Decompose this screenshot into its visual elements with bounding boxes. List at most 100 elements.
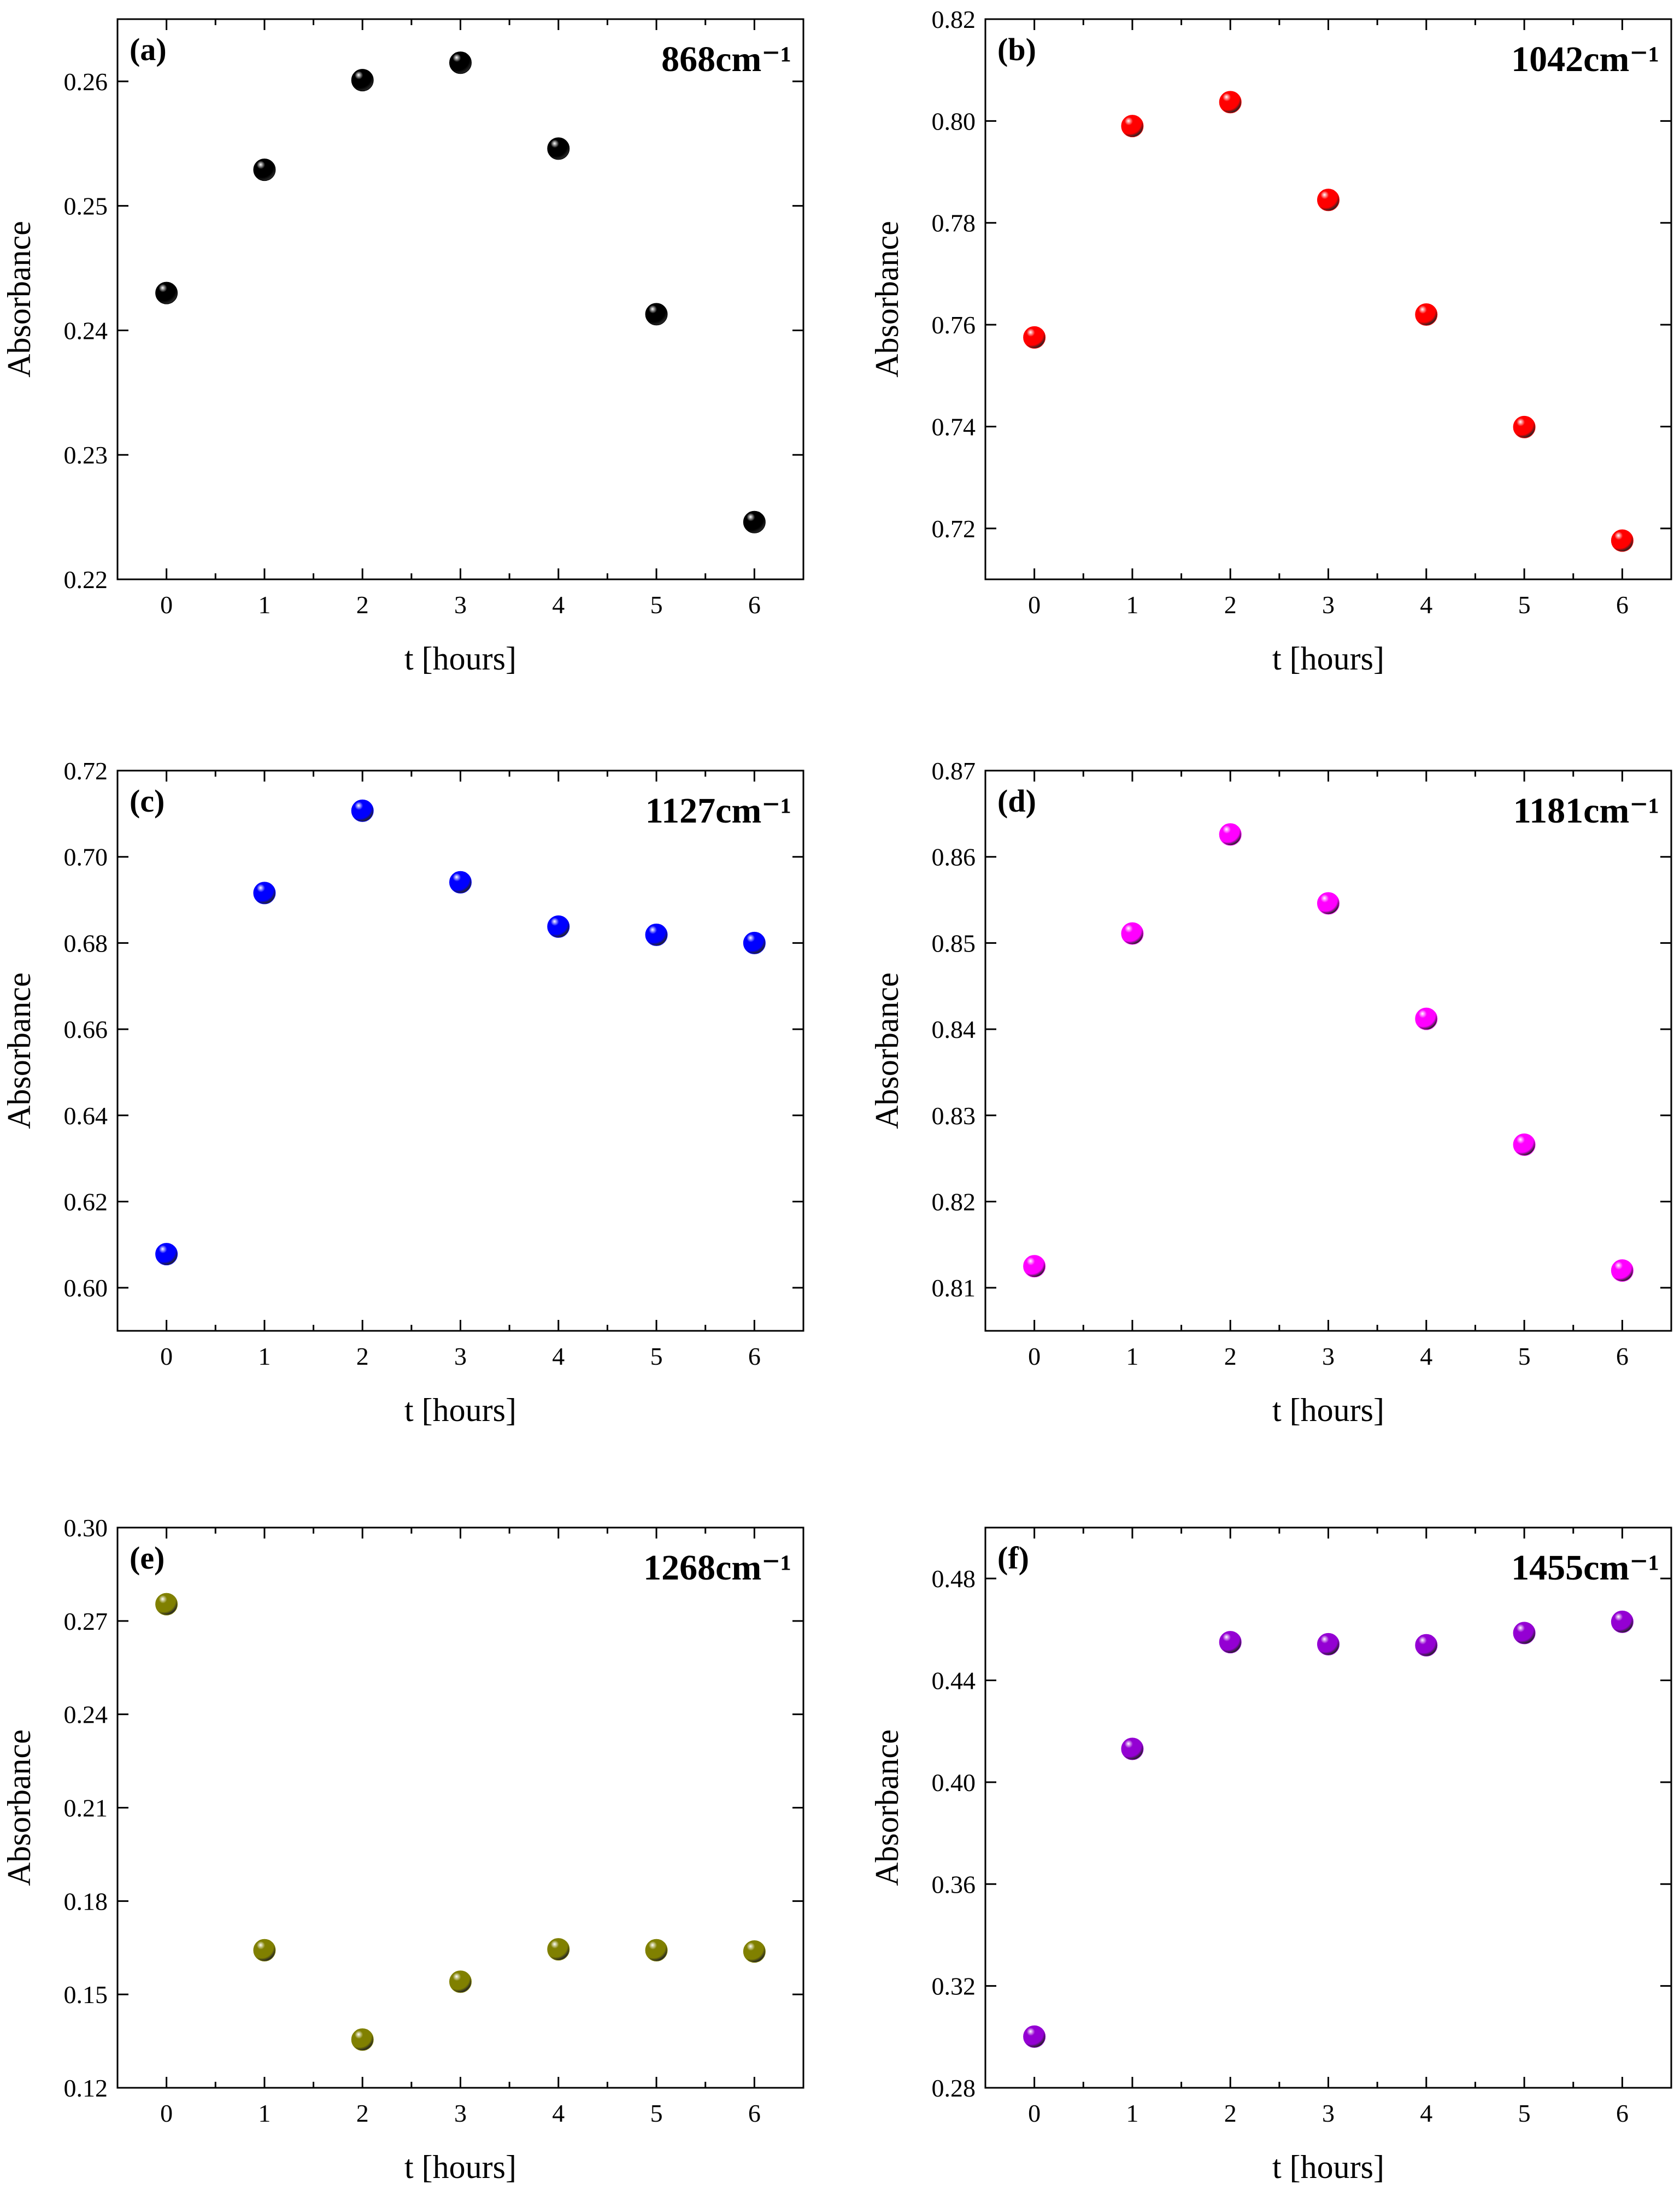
chart-2-data-point — [547, 915, 570, 938]
chart-2-data-point — [645, 923, 668, 946]
chart-2-y-tick-label: 0.64 — [64, 1102, 108, 1130]
chart-2-y-tick-label: 0.62 — [64, 1188, 108, 1216]
chart-4-y-tick-label: 0.24 — [64, 1701, 108, 1729]
chart-0-data-point — [743, 510, 766, 533]
chart-4-x-tick-label: 3 — [454, 2099, 467, 2127]
chart-2-x-tick-label: 3 — [454, 1342, 467, 1370]
chart-4-y-tick-label: 0.21 — [64, 1794, 108, 1822]
chart-1-x-tick-label: 3 — [1322, 591, 1335, 619]
chart-0-y-tick-label: 0.26 — [64, 68, 108, 96]
chart-2-y-tick-label: 0.72 — [64, 757, 108, 785]
chart-0-panel-label: (a) — [130, 32, 167, 67]
chart-0-data-point — [547, 137, 570, 160]
chart-2-data-point — [449, 871, 472, 894]
chart-0-data-point — [253, 158, 276, 181]
chart-1-y-tick-label: 0.74 — [932, 413, 976, 441]
chart-0-data-point — [155, 281, 178, 304]
chart-5-y-tick-label: 0.40 — [932, 1769, 976, 1796]
chart-3-x-tick-label: 5 — [1518, 1342, 1531, 1370]
chart-4: 0 1 2 3 4 5 6 0.12 0.15 0.18 0.21 0.24 0.27 0.30 t [ho… — [1, 1514, 804, 2185]
chart-4-x-tick-label: 2 — [356, 2099, 369, 2127]
chart-4-x-axis-title: t [hours] — [404, 2149, 516, 2185]
chart-5: 0 1 2 3 4 5 6 0.28 0.32 0.36 0.40 0.44 0.48 t [hours]… — [869, 1526, 1672, 2185]
chart-1-x-tick-label: 1 — [1126, 591, 1138, 619]
chart-5-x-tick-label: 6 — [1616, 2099, 1629, 2127]
chart-3-x-tick-label: 0 — [1028, 1342, 1041, 1370]
chart-5-y-axis-title: Absorbance — [869, 1729, 905, 1886]
chart-4-x-tick-label: 6 — [748, 2099, 761, 2127]
chart-1-wavenumber-label: 1042cm⁻¹ — [1511, 39, 1659, 79]
chart-5-plot-frame — [984, 1526, 1672, 2089]
chart-1-data-point — [1317, 189, 1340, 212]
chart-0-x-axis-title: t [hours] — [404, 641, 516, 677]
chart-5-panel-label: (f) — [997, 1540, 1029, 1576]
chart-2-data-point — [155, 1243, 178, 1266]
chart-1-y-tick-label: 0.78 — [932, 209, 976, 237]
chart-2-x-tick-label: 2 — [356, 1342, 369, 1370]
chart-4-data-point — [743, 1940, 766, 1963]
chart-1-panel-label: (b) — [997, 32, 1036, 67]
chart-3-y-tick-label: 0.81 — [932, 1274, 976, 1302]
chart-2-x-tick-label: 5 — [650, 1342, 663, 1370]
chart-3-data-point — [1219, 823, 1242, 846]
chart-4-x-tick-label: 4 — [552, 2099, 565, 2127]
chart-4-data-point — [449, 1970, 472, 1993]
chart-3-x-tick-label: 2 — [1224, 1342, 1237, 1370]
chart-0-data-point — [449, 51, 472, 74]
chart-0-x-tick-label: 1 — [258, 591, 271, 619]
chart-0-x-tick-label: 6 — [748, 591, 761, 619]
chart-5-y-tick-label: 0.28 — [932, 2074, 976, 2102]
chart-1-data-point — [1415, 303, 1438, 326]
chart-2-panel-label: (c) — [130, 783, 165, 819]
chart-5-y-tick-label: 0.48 — [932, 1565, 976, 1593]
chart-3-data-point — [1121, 922, 1144, 945]
chart-1-x-tick-label: 2 — [1224, 591, 1237, 619]
chart-2-x-tick-label: 4 — [552, 1342, 565, 1370]
chart-1-y-tick-label: 0.72 — [932, 515, 976, 543]
chart-5-x-tick-label: 0 — [1028, 2099, 1041, 2127]
chart-0-y-tick-label: 0.22 — [64, 566, 108, 594]
chart-1-y-tick-label: 0.76 — [932, 311, 976, 339]
chart-0-x-tick-label: 5 — [650, 591, 663, 619]
chart-4-panel-label: (e) — [130, 1540, 165, 1576]
chart-2-x-tick-label: 6 — [748, 1342, 761, 1370]
chart-3-y-tick-label: 0.85 — [932, 929, 976, 957]
chart-5-x-tick-label: 1 — [1126, 2099, 1138, 2127]
chart-1-data-point — [1023, 326, 1046, 349]
chart-3-x-tick-label: 3 — [1322, 1342, 1335, 1370]
chart-0-y-axis-title: Absorbance — [1, 221, 37, 378]
chart-4-y-axis-title: Absorbance — [1, 1729, 37, 1886]
chart-2-x-tick-label: 1 — [258, 1342, 271, 1370]
chart-1-x-tick-label: 4 — [1420, 591, 1432, 619]
chart-3-data-point — [1317, 892, 1340, 915]
chart-2-x-tick-label: 0 — [160, 1342, 173, 1370]
chart-3-y-tick-label: 0.87 — [932, 757, 976, 785]
chart-3-data-point — [1023, 1255, 1046, 1278]
chart-3-wavenumber-label: 1181cm⁻¹ — [1513, 791, 1659, 831]
chart-4-x-tick-label: 5 — [650, 2099, 663, 2127]
chart-1-x-axis-title: t [hours] — [1272, 641, 1384, 677]
chart-3-y-tick-label: 0.83 — [932, 1102, 976, 1130]
chart-1-y-axis-title: Absorbance — [869, 221, 905, 378]
chart-0-data-point — [645, 303, 668, 326]
chart-4-plot-frame — [116, 1526, 804, 2089]
chart-0-x-tick-label: 0 — [160, 591, 173, 619]
chart-1-x-tick-label: 6 — [1616, 591, 1629, 619]
chart-3-x-axis-title: t [hours] — [1272, 1392, 1384, 1428]
chart-3-y-tick-label: 0.84 — [932, 1015, 976, 1043]
chart-1-x-tick-label: 5 — [1518, 591, 1531, 619]
chart-5-wavenumber-label: 1455cm⁻¹ — [1511, 1548, 1659, 1588]
chart-1-y-tick-label: 0.80 — [932, 107, 976, 135]
chart-2-y-tick-label: 0.70 — [64, 843, 108, 871]
chart-5-x-axis-title: t [hours] — [1272, 2149, 1384, 2185]
chart-5-data-point — [1317, 1633, 1340, 1655]
chart-5-x-tick-label: 2 — [1224, 2099, 1237, 2127]
chart-1-data-point — [1513, 415, 1536, 438]
chart-1-data-point — [1121, 115, 1144, 138]
chart-4-y-tick-label: 0.12 — [64, 2074, 108, 2102]
chart-5-x-tick-label: 4 — [1420, 2099, 1432, 2127]
chart-1-data-point — [1219, 91, 1242, 114]
chart-3-x-tick-label: 1 — [1126, 1342, 1138, 1370]
chart-5-x-tick-label: 3 — [1322, 2099, 1335, 2127]
chart-2-x-axis-title: t [hours] — [404, 1392, 516, 1428]
